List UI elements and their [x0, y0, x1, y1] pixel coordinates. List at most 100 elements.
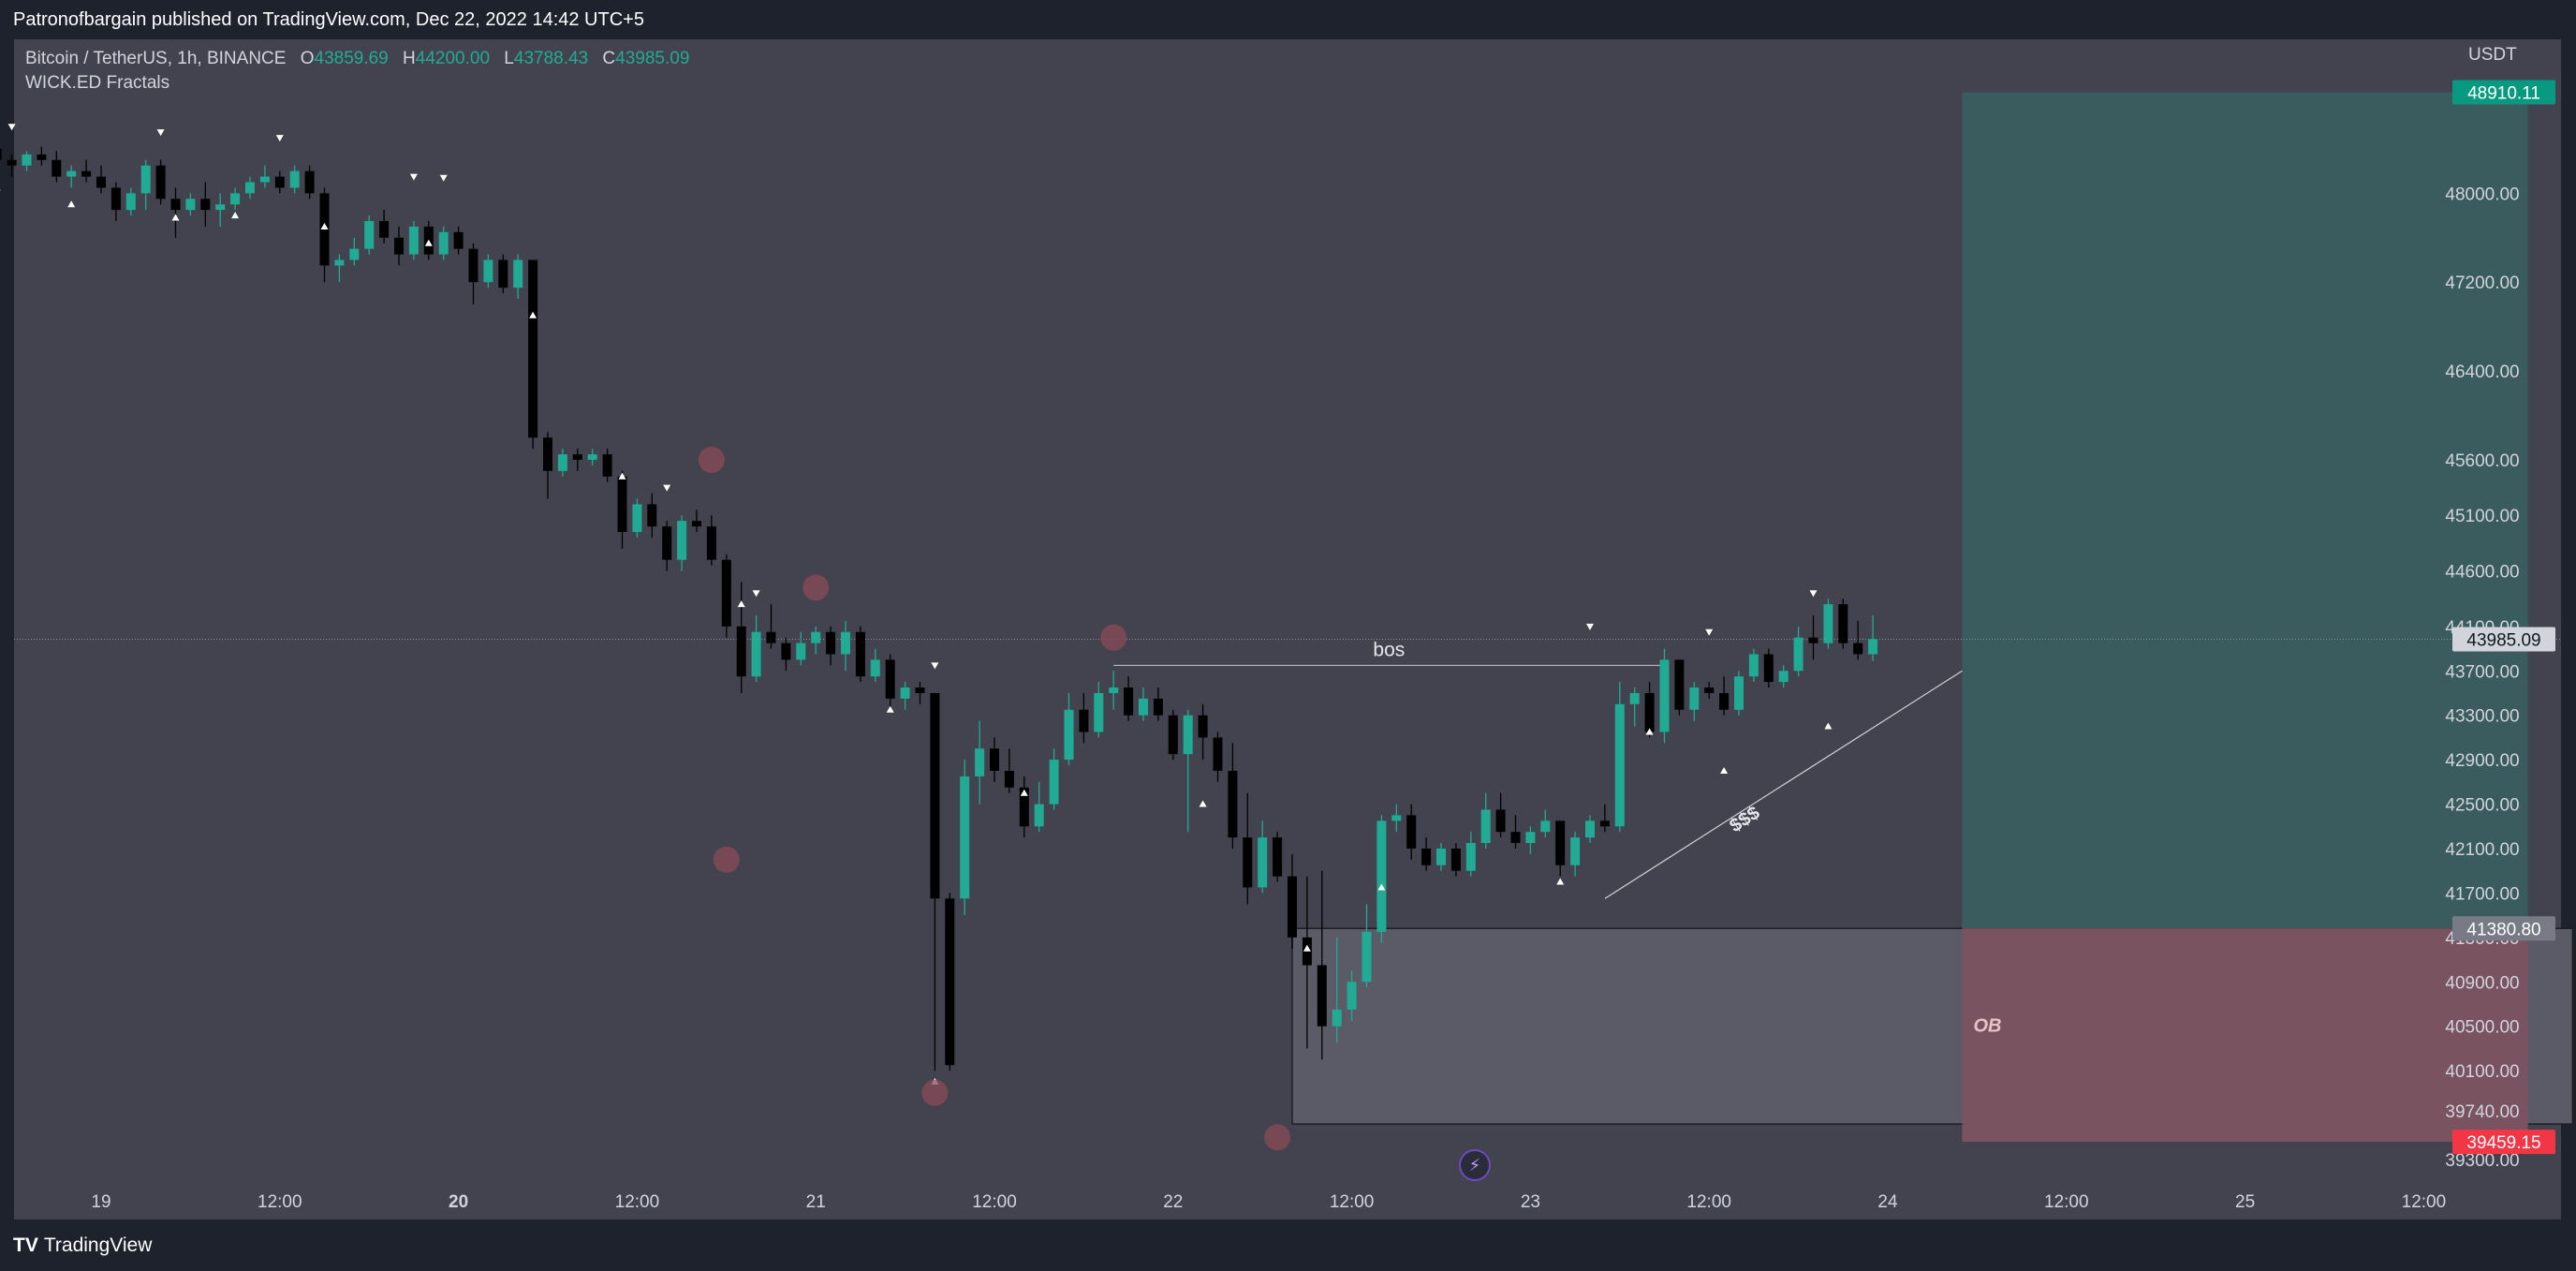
fractal-up-marker	[7, 124, 16, 131]
candle-body	[513, 259, 523, 288]
candle-body	[557, 454, 567, 471]
indicator-legend[interactable]: WICK.ED Fractals	[25, 73, 170, 93]
candle-body	[81, 170, 92, 177]
candle-body	[1793, 637, 1803, 672]
candle-body	[1495, 809, 1506, 833]
fractal-up-marker	[931, 662, 939, 670]
candle-body	[990, 748, 999, 771]
candle-body	[1109, 687, 1119, 693]
candle-body	[1450, 848, 1461, 871]
fractal-up-marker	[1809, 590, 1818, 598]
candle-body	[1004, 770, 1014, 788]
fractal-down-marker	[618, 472, 626, 480]
ob-label: OB	[1974, 1016, 2002, 1037]
y-tick-label: 42900.00	[2445, 751, 2519, 771]
fractal-down-marker	[886, 705, 894, 713]
symbol-legend[interactable]: Bitcoin / TetherUS, 1h, BINANCE O43859.6…	[25, 49, 689, 69]
candle-body	[1213, 737, 1223, 771]
publisher-bar: Patronofbargain published on TradingView…	[0, 0, 2576, 39]
signal-circle	[1100, 624, 1127, 651]
candle-body	[200, 199, 211, 211]
price-label-box	[2452, 1130, 2555, 1155]
candle-body	[1555, 820, 1566, 865]
x-tick-label: 20	[449, 1192, 468, 1212]
candle-body	[37, 154, 47, 160]
fractal-up-marker	[1705, 628, 1714, 636]
candle-body	[766, 631, 776, 643]
candle-body	[1288, 876, 1297, 938]
candle-body	[826, 631, 836, 655]
candle-body	[1525, 832, 1536, 844]
x-tick-label: 12:00	[972, 1192, 1017, 1212]
candle-body	[543, 437, 552, 471]
fractal-down-marker	[67, 200, 76, 208]
candle-body	[1689, 687, 1700, 710]
fractal-down-marker	[1199, 800, 1207, 807]
fractal-down-marker	[1303, 944, 1311, 952]
y-tick-label: 45100.00	[2445, 507, 2519, 526]
candle-body	[677, 521, 687, 560]
candle-body	[453, 231, 464, 249]
candle-body	[1674, 659, 1685, 710]
axes-layer: 48000.00 47200.00 46400.00 45600.00 45100.00…	[91, 80, 2555, 1212]
y-tick-label: 43700.00	[2445, 662, 2519, 682]
price-label: 43985.09	[2466, 630, 2540, 650]
candle-body	[96, 176, 106, 188]
x-tick-label: 12:00	[1330, 1192, 1375, 1212]
fractal-down-marker	[1020, 789, 1028, 796]
high-value: 44200.00	[415, 49, 491, 68]
x-tick-label: 23	[1521, 1192, 1540, 1212]
candle-body	[1778, 671, 1788, 683]
y-tick-label: 39740.00	[2445, 1102, 2519, 1122]
candle-body	[1258, 837, 1268, 888]
candle-body	[1228, 770, 1238, 838]
candle-body	[960, 776, 970, 899]
candle-body	[1704, 687, 1715, 693]
fractal-down-marker	[737, 600, 745, 608]
lightning-icon[interactable]: ⚡	[1459, 1149, 1491, 1181]
liquidity-line	[1604, 670, 1963, 899]
open-label: O	[300, 49, 315, 68]
candle-body	[66, 170, 77, 177]
candle-body	[1644, 692, 1655, 732]
fractal-down-marker	[1556, 878, 1565, 885]
x-tick-label: 22	[1163, 1192, 1183, 1212]
candle-body	[1734, 676, 1744, 710]
candle-body	[1406, 815, 1417, 849]
liquidity-label: $$$	[1726, 803, 1763, 836]
candle-body	[662, 526, 672, 560]
price-label-box	[2452, 627, 2555, 652]
x-tick-label: 19	[91, 1192, 110, 1212]
candle-body	[1183, 715, 1193, 755]
y-tick-label: 42500.00	[2445, 796, 2519, 816]
candle-body	[349, 248, 360, 260]
footer-logo-text: TradingView	[43, 1234, 153, 1256]
candle-body	[1049, 760, 1059, 805]
candle-body	[1629, 692, 1640, 704]
candle-body	[304, 170, 315, 194]
fractal-down-marker	[1824, 722, 1833, 730]
candle-body	[602, 454, 612, 477]
symbol-name[interactable]: Bitcoin / TetherUS, 1h, BINANCE	[25, 49, 287, 68]
candle-body	[1376, 820, 1387, 932]
candle-body	[751, 631, 761, 677]
candle-body	[587, 454, 597, 460]
candle-body	[1362, 931, 1372, 983]
tradingview-logo[interactable]: TV TradingView	[13, 1234, 152, 1257]
fractal-down-marker	[1720, 766, 1729, 774]
candle-body	[379, 221, 390, 238]
price-label-box	[2452, 80, 2555, 105]
candle-body	[1868, 639, 1878, 655]
candle-body	[1719, 692, 1730, 710]
candle-body	[975, 748, 985, 776]
fractal-up-marker	[1586, 623, 1594, 630]
fractal-down-marker	[231, 212, 240, 219]
close-label: C	[602, 49, 616, 68]
candle-body	[1599, 820, 1610, 827]
fractal-up-marker	[409, 173, 418, 181]
candle-body	[841, 631, 850, 655]
zones-layer: OB	[1291, 92, 2574, 1143]
candle-body	[125, 193, 136, 211]
fractal-up-marker	[663, 484, 671, 492]
